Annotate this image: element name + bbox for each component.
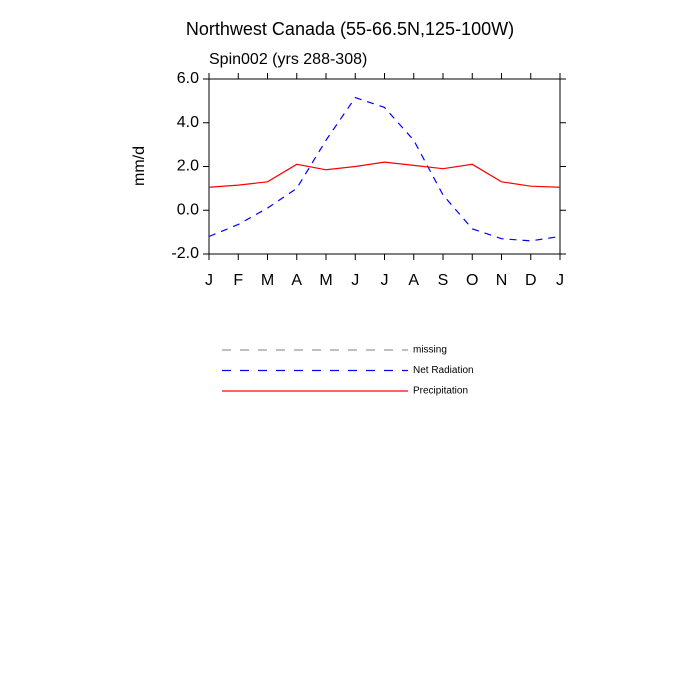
y-tick-label: 2.0 [177,158,199,175]
y-tick-label: 6.0 [177,70,199,87]
legend-label: missing [413,345,447,356]
x-tick-label: M [261,272,274,289]
chart-title: Northwest Canada (55-66.5N,125-100W) [186,19,514,39]
x-tick-label: N [496,272,508,289]
x-tick-label: S [438,272,449,289]
series-line [208,96,561,242]
y-axis-label: mm/d [131,146,148,186]
x-tick-label: J [351,272,359,289]
legend-label: Net Radiation [413,365,474,376]
x-tick-label: J [381,272,389,289]
x-tick-label: A [408,272,419,289]
x-tick-label: J [205,272,213,289]
legend-label: Precipitation [413,386,468,397]
x-tick-label: A [291,272,302,289]
y-tick-label: 0.0 [177,201,199,218]
x-tick-label: M [319,272,332,289]
chart-subtitle: Spin002 (yrs 288-308) [209,51,367,68]
x-tick-label: O [466,272,478,289]
x-tick-label: D [525,272,537,289]
series-line [208,161,561,188]
y-tick-label: 4.0 [177,114,199,131]
x-tick-label: J [556,272,564,289]
x-tick-label: F [233,272,243,289]
plot-frame [208,78,561,255]
y-tick-label: -2.0 [171,245,199,262]
